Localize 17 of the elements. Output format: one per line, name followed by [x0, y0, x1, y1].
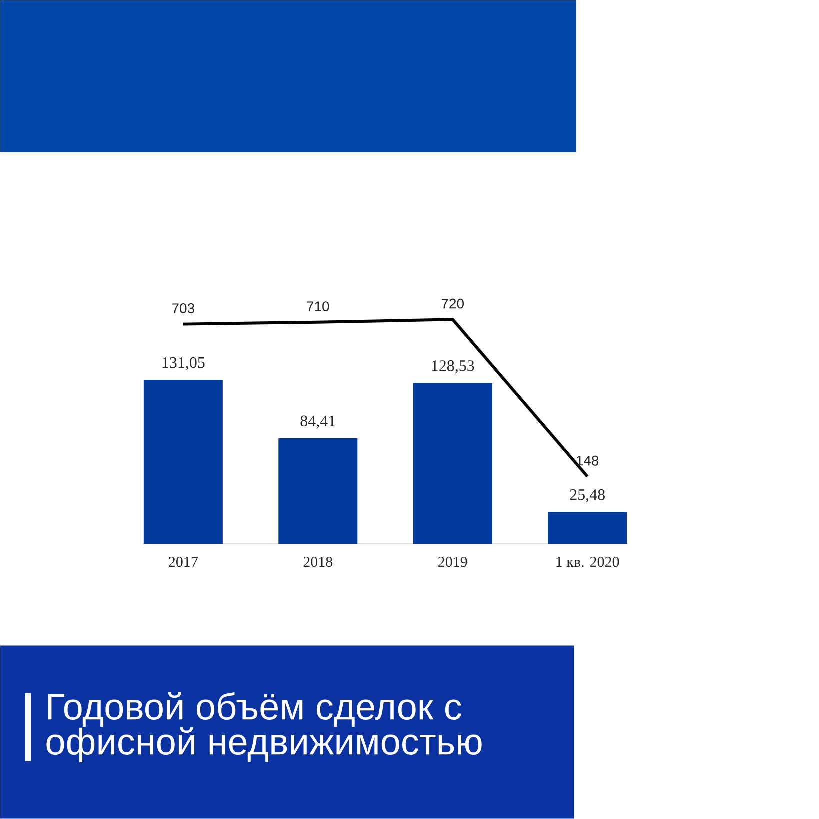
data-label: 25,48 [570, 489, 605, 503]
x-tick-label: 2018 [304, 557, 333, 568]
data-label: 131,05 [162, 357, 205, 370]
data-label: 128,53 [432, 360, 474, 374]
data-label: 710 [307, 302, 330, 312]
bar [413, 383, 492, 544]
data-label: 720 [442, 298, 464, 309]
x-tick-label: 2017 [169, 557, 198, 568]
bar [548, 512, 628, 544]
data-label: 703 [172, 304, 194, 314]
text: Годовой объём сделок с офисной недвижимостью [46, 692, 482, 762]
data-label: 148 [576, 456, 599, 466]
x-tick-label: 2019 [438, 557, 468, 568]
x-tick-label: 1 кв. 2020 [556, 557, 620, 568]
bar [144, 380, 223, 544]
bar [278, 438, 358, 544]
data-label: 84,41 [300, 416, 336, 429]
